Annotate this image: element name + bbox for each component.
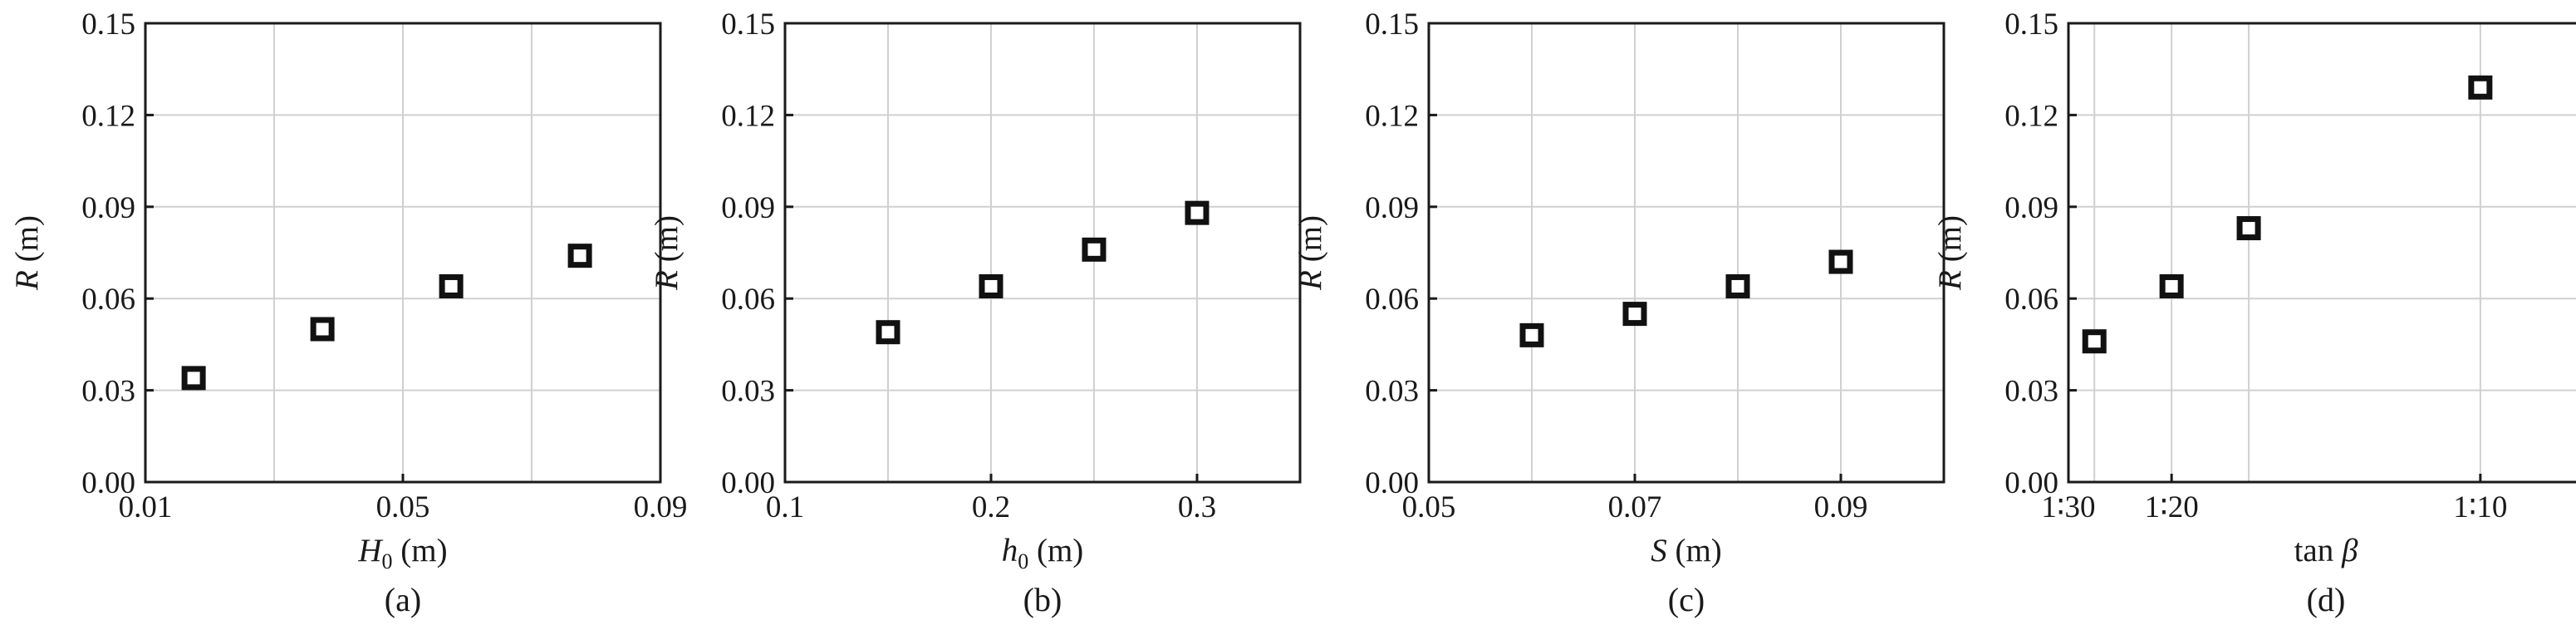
y-tick-label: 0.00: [721, 466, 775, 500]
panel-c: 0.00 0.03 0.06 0.09 0.12 0.15 0.05 0.07 0.09 R (m…: [1293, 7, 1945, 618]
x-tick-label: 0.2: [972, 490, 1010, 524]
x-tick-label: 0.07: [1608, 490, 1662, 524]
x-tick-label: 1∶20: [2145, 490, 2199, 524]
y-tick-label: 0.00: [81, 466, 135, 500]
plot-frame: [783, 22, 1302, 484]
data-point: [1082, 237, 1106, 262]
data-point: [439, 273, 464, 298]
y-axis-label: R (m): [9, 215, 45, 291]
x-tick-label: 0.05: [1402, 490, 1456, 524]
y-tick-label: 0.12: [1365, 99, 1419, 133]
panel-caption: (d): [2307, 581, 2346, 618]
data-point: [1622, 302, 1647, 327]
y-tick-label: 0.06: [2004, 283, 2058, 317]
x-tick-label: 0.09: [634, 490, 688, 524]
y-axis-label: R (m): [1932, 215, 1968, 291]
data-point: [1185, 200, 1209, 225]
x-axis-label: h0 (m): [1002, 533, 1084, 573]
data-point: [310, 317, 335, 342]
data-point: [2236, 216, 2261, 241]
y-tick-label: 0.15: [1365, 7, 1419, 42]
y-tick-label: 0.09: [721, 191, 775, 225]
data-point: [181, 366, 206, 391]
x-tick-label: 1∶10: [2453, 490, 2507, 524]
y-tick-label: 0.03: [1365, 375, 1419, 409]
y-tick-label: 0.09: [81, 191, 135, 225]
y-tick-label: 0.03: [81, 375, 135, 409]
y-tick-label: 0.06: [1365, 283, 1419, 317]
y-tick-label: 0.12: [721, 99, 775, 133]
panel-b: 0.00 0.03 0.06 0.09 0.12 0.15 0.1 0.2 0.3 R (m) h0…: [649, 7, 1302, 618]
data-point: [2082, 329, 2107, 354]
panel-caption: (c): [1668, 581, 1705, 618]
panel-a: 0.00 0.03 0.06 0.09 0.12 0.15 0.01 0.05 0.09 R (m…: [9, 7, 687, 618]
x-tick-label: 0.3: [1178, 490, 1216, 524]
data-point: [1725, 273, 1750, 298]
y-tick-label: 0.00: [2004, 466, 2058, 500]
panel-caption: (a): [385, 581, 421, 618]
data-point: [1519, 322, 1544, 347]
y-tick-label: 0.03: [721, 375, 775, 409]
y-tick-label: 0.15: [2004, 7, 2058, 42]
x-tick-label: 0.01: [119, 490, 173, 524]
x-tick-label: 0.09: [1814, 490, 1868, 524]
plot-frame: [2067, 22, 2576, 484]
y-tick-label: 0.09: [1365, 191, 1419, 225]
y-axis-label: R (m): [1293, 215, 1328, 291]
panel-d: 0.00 0.03 0.06 0.09 0.12 0.15 1∶30 1∶20 1∶10 R (m…: [1932, 7, 2576, 618]
y-tick-label: 0.03: [2004, 375, 2058, 409]
y-tick-label: 0.12: [2004, 99, 2058, 133]
y-tick-label: 0.00: [1365, 466, 1419, 500]
x-axis-label: S (m): [1651, 533, 1722, 568]
x-tick-label: 1∶30: [2041, 490, 2095, 524]
y-tick-label: 0.06: [81, 283, 135, 317]
data-point: [979, 273, 1003, 298]
data-point: [2468, 75, 2493, 100]
y-tick-label: 0.15: [81, 7, 135, 42]
x-axis-label: tan β: [2294, 533, 2358, 568]
data-point: [2159, 273, 2184, 298]
y-tick-label: 0.12: [81, 99, 135, 133]
y-tick-label: 0.06: [721, 283, 775, 317]
data-point: [876, 320, 900, 345]
y-tick-label: 0.15: [721, 7, 775, 42]
plot-frame: [1427, 22, 1945, 484]
y-tick-label: 0.09: [2004, 191, 2058, 225]
x-tick-label: 0.1: [766, 490, 804, 524]
y-axis-label: R (m): [649, 215, 684, 291]
panel-caption: (b): [1023, 581, 1062, 618]
x-tick-label: 0.05: [376, 490, 430, 524]
data-point: [567, 244, 592, 268]
data-point: [1828, 249, 1853, 274]
x-axis-label: H0 (m): [357, 533, 447, 573]
